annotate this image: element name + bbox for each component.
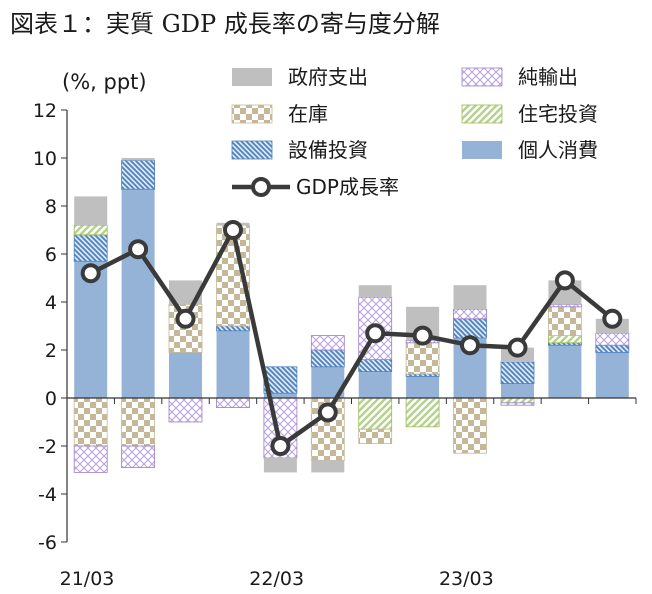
bar-capex-21/06 — [121, 159, 155, 190]
x-tick-label: 21/03 — [60, 568, 115, 590]
bar-net_exports-21/09 — [168, 397, 203, 423]
bar-capex-21/12 — [216, 325, 250, 332]
bar-net_exports-23/09 — [548, 303, 582, 308]
gdp-point-23/03 — [460, 335, 480, 356]
bar-inventory-22/12 — [405, 342, 440, 375]
gdp-point-22/06 — [317, 402, 338, 423]
bar-capex-23/06 — [500, 361, 535, 385]
legend-swatch-capex — [231, 140, 273, 160]
bar-inventory-22/09 — [358, 428, 393, 445]
gdp-point-22/09 — [365, 323, 386, 344]
bar-consumption-21/09 — [169, 352, 202, 398]
legend-swatch-net_exports — [461, 67, 503, 87]
y-tick-label: -4 — [38, 484, 57, 506]
bar-government-21/06 — [121, 158, 155, 161]
bar-consumption-21/06 — [121, 189, 155, 398]
bar-housing-23/09 — [548, 335, 582, 344]
y-tick-label: 4 — [45, 292, 57, 314]
gdp-point-21/09 — [175, 308, 196, 329]
bar-capex-23/12 — [595, 344, 630, 353]
bar-net_exports-23/12 — [595, 332, 630, 346]
bar-housing-21/03 — [73, 224, 108, 236]
legend-swatch-housing — [461, 104, 503, 124]
legend-label-net_exports: 純輸出 — [518, 65, 578, 89]
bar-consumption-22/09 — [358, 371, 392, 398]
legend-swatch-inventory — [231, 104, 273, 124]
bar-inventory-23/03 — [453, 397, 487, 454]
legend-label-government: 政府支出 — [288, 65, 368, 89]
y-tick-label: 12 — [33, 100, 57, 122]
bar-inventory-22/06 — [310, 397, 345, 461]
y-tick-label: 8 — [45, 196, 57, 218]
legend-marker-gdp — [251, 177, 271, 197]
bar-consumption-21/03 — [74, 261, 108, 398]
bar-net_exports-23/03 — [453, 308, 487, 320]
legend-label-consumption: 個人消費 — [518, 138, 598, 162]
bar-capex-21/03 — [73, 234, 108, 262]
bar-government-22/03 — [263, 458, 297, 473]
bar-capex-22/09 — [358, 359, 393, 373]
bar-housing-23/06 — [500, 397, 535, 404]
y-tick-label: 2 — [45, 340, 57, 362]
legend-swatch-consumption — [462, 141, 502, 159]
bar-consumption-23/09 — [548, 345, 582, 398]
bar-consumption-22/12 — [406, 376, 440, 398]
bar-government-22/09 — [358, 285, 392, 298]
gdp-line-layer — [80, 220, 623, 456]
bar-housing-22/12 — [405, 397, 440, 428]
bar-consumption-23/12 — [595, 352, 629, 398]
bar-net_exports-23/06 — [500, 402, 535, 406]
legend-label-capex: 設備投資 — [288, 138, 368, 162]
y-tick-label: -6 — [38, 532, 57, 554]
legend-label-inventory: 在庫 — [288, 102, 328, 126]
gdp-point-23/09 — [554, 270, 575, 291]
y-tick-label: -2 — [38, 436, 57, 458]
legend-label-gdp: GDP成長率 — [296, 175, 399, 199]
gdp-point-21/12 — [223, 220, 243, 240]
bar-government-21/03 — [74, 196, 108, 226]
gdp-point-23/12 — [602, 308, 623, 329]
gdp-point-23/06 — [507, 337, 528, 358]
bar-consumption-23/06 — [501, 383, 534, 398]
y-tick-label: 0 — [45, 388, 57, 410]
y-tick-label: 6 — [45, 244, 57, 266]
bar-housing-22/09 — [358, 397, 393, 430]
bar-net_exports-22/06 — [310, 335, 345, 351]
gdp-point-21/03 — [80, 263, 101, 284]
bar-government-23/03 — [453, 285, 487, 310]
gdp-growth-line — [89, 227, 614, 449]
gdp-point-22/12 — [412, 325, 433, 346]
bar-inventory-21/03 — [73, 397, 108, 447]
y-axis-unit-label: (%, ppt) — [62, 70, 147, 94]
bar-net_exports-21/12 — [216, 397, 250, 409]
y-tick-label: 10 — [33, 148, 57, 170]
figure-title: 図表１：実質 GDP 成長率の寄与度分解 — [10, 10, 440, 38]
bar-layer — [73, 158, 630, 473]
legend-label-housing: 住宅投資 — [518, 102, 598, 126]
gdp-point-21/06 — [128, 239, 149, 260]
gdp-point-22/03 — [270, 436, 291, 456]
bar-inventory-23/09 — [548, 306, 582, 336]
legend-swatch-government — [232, 68, 272, 86]
bar-consumption-21/12 — [216, 330, 250, 398]
bar-government-22/06 — [311, 460, 345, 473]
bar-consumption-22/03 — [263, 393, 297, 398]
x-tick-label: 22/03 — [249, 568, 304, 590]
axes-layer: 12 10 8 6 4 2 0 -2 -4 -621/03 22/03 23/03 — [33, 100, 637, 590]
bar-capex-22/06 — [310, 349, 345, 368]
x-tick-label: 23/03 — [439, 568, 494, 590]
bar-inventory-21/06 — [121, 397, 155, 447]
bar-net_exports-21/06 — [121, 445, 155, 469]
bar-net_exports-21/03 — [73, 445, 108, 473]
bar-capex-23/03 — [453, 318, 487, 339]
